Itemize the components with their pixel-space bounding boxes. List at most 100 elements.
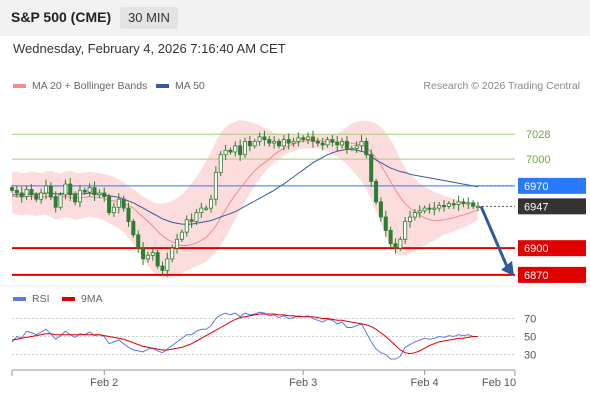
candle-body — [276, 140, 281, 147]
timeframe-button[interactable]: 30 MIN — [120, 7, 178, 29]
candle-body — [136, 234, 141, 249]
rsi-ma-legend-label: 9MA — [81, 293, 103, 305]
legend-ma50: MA 50 — [156, 80, 205, 92]
candle-body — [107, 196, 112, 213]
candle-body — [116, 198, 121, 208]
candle-body — [247, 140, 252, 147]
ma50-legend-label: MA 50 — [175, 80, 205, 92]
candle-body — [272, 140, 277, 144]
candle-body — [9, 187, 14, 191]
candle-body — [58, 194, 63, 208]
candle-body — [388, 229, 393, 245]
candle-body — [252, 140, 257, 147]
candle-body — [228, 149, 233, 153]
level-tag-6947 — [518, 198, 586, 215]
level-tag-6970 — [518, 177, 586, 194]
candle-body — [378, 201, 383, 218]
candle-body — [204, 207, 209, 210]
credit-label: Research © 2026 Trading Central — [423, 80, 580, 92]
candle-body — [213, 172, 218, 200]
legend-rsi-ma: 9MA — [62, 293, 103, 305]
candle-body — [165, 258, 170, 271]
level-label-6947: 6947 — [524, 201, 548, 213]
candle-body — [199, 207, 204, 213]
level-label-6970: 6970 — [524, 181, 548, 193]
candle-body — [102, 192, 107, 197]
level-label-6870: 6870 — [524, 270, 548, 282]
level-tag-6900 — [518, 240, 586, 257]
candle-body — [233, 145, 238, 153]
candle-body — [238, 145, 243, 156]
candle-body — [242, 140, 247, 156]
candle-body — [175, 238, 180, 249]
ma50-swatch — [156, 84, 169, 88]
candle-body — [145, 254, 150, 260]
candle-body — [43, 185, 48, 194]
candle-body — [310, 136, 315, 142]
candle-body — [417, 210, 422, 213]
legend-rsi: RSI — [13, 293, 50, 305]
candle-body — [218, 154, 223, 173]
ma20-swatch — [13, 84, 26, 88]
candle-body — [111, 206, 116, 213]
candle-body — [432, 207, 437, 210]
rsi-tick-70: 70 — [524, 314, 536, 326]
candle-body — [194, 212, 199, 222]
candle-body — [369, 154, 374, 182]
candle-body — [19, 192, 24, 197]
candle-body — [340, 140, 345, 146]
candle-body — [461, 201, 466, 205]
candle-body — [53, 196, 58, 208]
candle-body — [87, 187, 92, 193]
instrument-title: S&P 500 (CME) — [11, 9, 112, 25]
candle-body — [403, 221, 408, 240]
candle-body — [320, 142, 325, 146]
candle-body — [189, 219, 194, 222]
candle-body — [24, 189, 29, 197]
candle-body — [412, 212, 417, 218]
candle-body — [131, 221, 136, 236]
x-tick-label: Feb 3 — [289, 377, 317, 389]
candle-body — [170, 247, 175, 260]
candle-body — [63, 183, 68, 196]
x-tick-label: Feb 10 — [482, 377, 516, 389]
candle-body — [306, 136, 311, 140]
candle-body — [296, 137, 301, 142]
candle-body — [82, 189, 87, 193]
candle-body — [359, 140, 364, 147]
rsi-line — [11, 311, 478, 360]
candle-body — [257, 136, 262, 142]
candle-body — [126, 207, 131, 222]
candle-body — [267, 139, 272, 144]
rsi-tick-30: 30 — [524, 350, 536, 362]
candle-body — [34, 194, 39, 200]
candle-body — [160, 265, 165, 271]
candle-body — [422, 207, 427, 212]
x-tick-label: Feb 4 — [411, 377, 439, 389]
rsi-swatch — [13, 297, 26, 301]
candle-body — [155, 252, 160, 267]
candle-body — [408, 216, 413, 222]
rsi-tick-50: 50 — [524, 332, 536, 344]
candle-body — [335, 141, 340, 146]
candle-body — [383, 216, 388, 231]
candle-body — [184, 219, 189, 233]
candle-body — [73, 194, 78, 203]
rsi-legend-label: RSI — [32, 293, 50, 305]
level-label-6900: 6900 — [524, 243, 548, 255]
candle-body — [398, 238, 403, 249]
candle-body — [437, 205, 442, 209]
candle-body — [315, 140, 320, 144]
forecast-arrow-shaft — [479, 205, 510, 270]
candle-body — [92, 187, 97, 196]
rsi-ma-swatch — [62, 297, 75, 301]
candle-body — [262, 136, 267, 140]
candle-body — [349, 148, 354, 151]
candle-body — [14, 189, 19, 194]
candle-body — [475, 205, 480, 208]
candle-body — [48, 185, 53, 197]
candle-body — [281, 139, 286, 147]
candle-body — [77, 189, 82, 203]
candle-body — [427, 207, 432, 210]
